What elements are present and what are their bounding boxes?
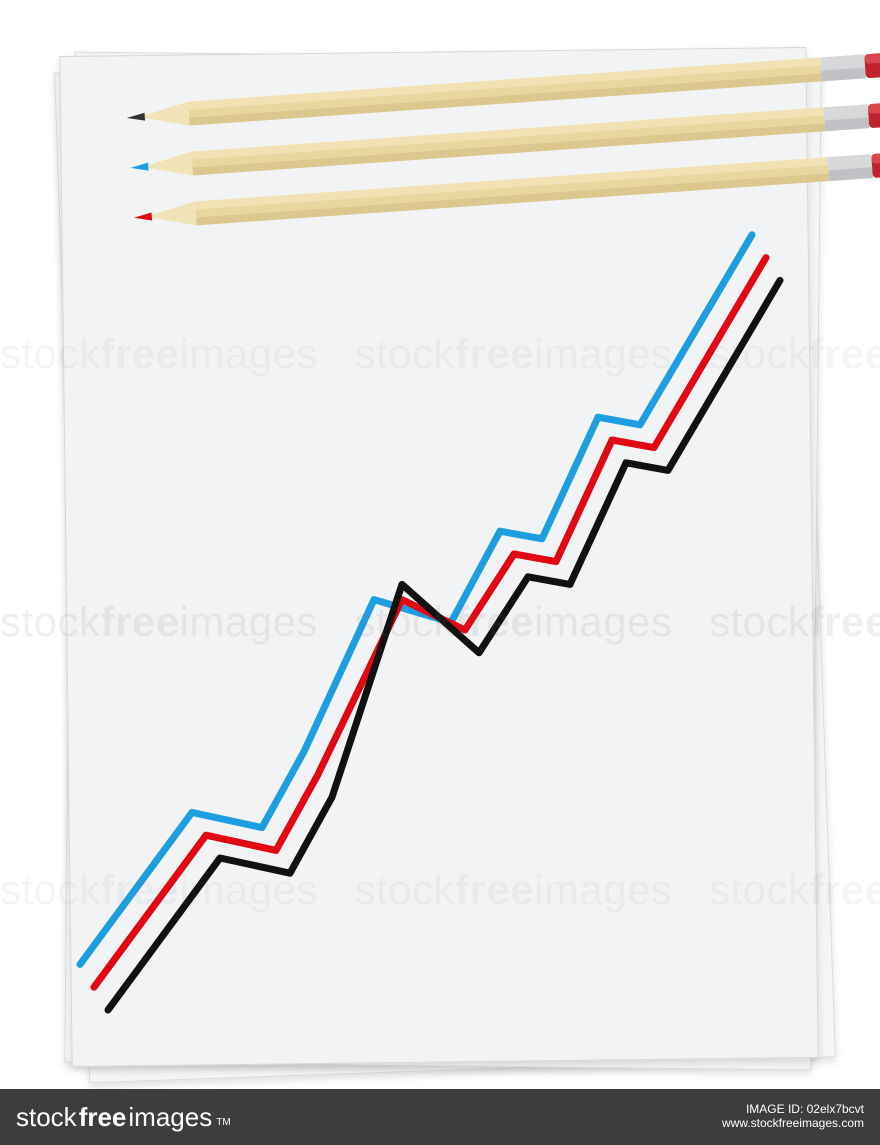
- brand-word-a: stock: [16, 1102, 77, 1133]
- brand-word-b: free: [79, 1102, 127, 1133]
- illustration: [0, 0, 880, 1145]
- brand: stock free images TM: [16, 1102, 229, 1133]
- site-url: www.stockfreeimages.com: [722, 1117, 864, 1131]
- stage: { "canvas": { "width": 880, "height": 11…: [0, 0, 880, 1145]
- brand-tm: TM: [216, 1117, 230, 1128]
- image-meta: IMAGE ID: 02elx7bcvt www.stockfreeimages…: [722, 1103, 864, 1131]
- image-id-value: 02elx7bcvt: [807, 1102, 864, 1116]
- image-id-label: IMAGE ID:: [746, 1102, 803, 1116]
- brand-word-c: images: [128, 1102, 212, 1133]
- image-id-line: IMAGE ID: 02elx7bcvt: [746, 1103, 864, 1117]
- caption-bar: stock free images TM IMAGE ID: 02elx7bcv…: [0, 1089, 880, 1145]
